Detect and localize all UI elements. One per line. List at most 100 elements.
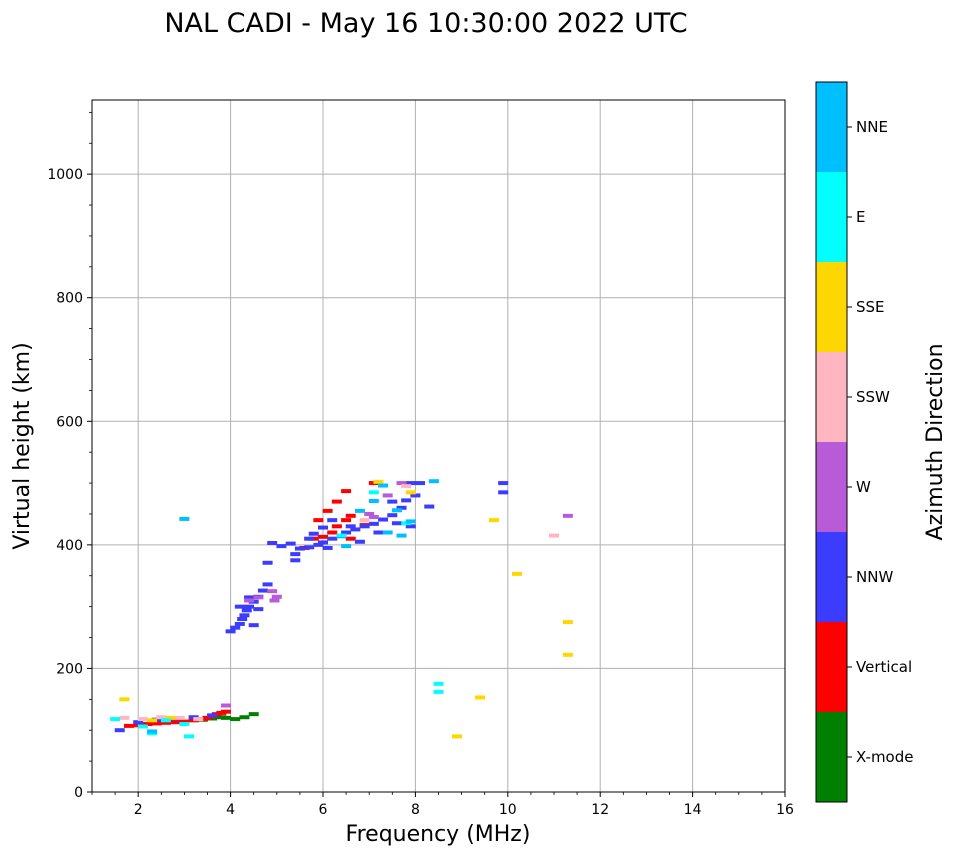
data-point — [119, 697, 130, 702]
data-point — [142, 722, 153, 727]
data-point — [331, 499, 342, 504]
y-tick-label: 1000 — [47, 167, 83, 183]
data-point — [179, 722, 190, 727]
data-point — [562, 513, 573, 518]
data-point — [114, 728, 125, 733]
colorbar-segment — [816, 82, 847, 172]
data-point — [133, 720, 144, 725]
data-point — [262, 560, 273, 565]
data-point — [322, 508, 333, 513]
data-point — [267, 541, 278, 546]
data-point — [387, 499, 398, 504]
data-point — [401, 498, 412, 503]
data-point — [313, 518, 324, 523]
colorbar-tick-label: NNE — [856, 118, 888, 136]
data-point — [428, 479, 439, 484]
x-tick-label: 2 — [134, 802, 143, 818]
data-point — [137, 717, 148, 722]
data-point — [110, 717, 121, 722]
data-point — [562, 620, 573, 625]
data-point — [253, 595, 264, 600]
data-point — [160, 720, 171, 725]
y-axis-label: Virtual height (km) — [10, 342, 35, 549]
data-point — [257, 588, 268, 593]
data-point — [396, 533, 407, 538]
data-point — [179, 516, 190, 521]
data-point — [151, 721, 162, 726]
y-tick-label: 200 — [56, 661, 83, 677]
data-point — [137, 724, 148, 729]
data-point — [327, 530, 338, 535]
grid-lines — [92, 100, 786, 793]
data-point — [294, 546, 305, 551]
data-point — [396, 505, 407, 510]
colorbar-tick-label: SSW — [856, 388, 890, 406]
plot-frame — [91, 99, 786, 793]
data-point — [304, 545, 315, 550]
colorbar-segment — [816, 352, 847, 442]
colorbar: X-mode Vertical NNW W SSW SSE E NNE — [816, 82, 913, 802]
data-point — [230, 625, 241, 630]
colorbar-tick-label: SSE — [856, 298, 885, 316]
data-point — [345, 524, 356, 529]
data-point — [318, 534, 328, 539]
data-point — [304, 536, 315, 541]
data-point — [230, 717, 241, 722]
y-tick-label: 400 — [56, 538, 83, 554]
data-point — [341, 530, 352, 535]
data-point — [415, 481, 426, 486]
data-point — [244, 595, 255, 600]
data-point — [368, 521, 379, 526]
x-axis-ticks: 2 4 6 8 10 12 14 16 — [91, 792, 794, 818]
data-point — [147, 729, 158, 734]
data-point — [405, 519, 416, 524]
data-point — [220, 715, 231, 720]
data-point — [391, 508, 402, 513]
data-point — [341, 489, 352, 494]
data-point — [405, 481, 416, 486]
data-point — [341, 518, 352, 523]
data-point — [391, 521, 402, 526]
data-point — [237, 617, 248, 621]
data-point — [331, 524, 342, 529]
data-point — [498, 490, 509, 495]
data-point — [207, 713, 218, 718]
data-point — [368, 490, 379, 495]
data-point — [165, 715, 176, 720]
data-point — [378, 517, 389, 522]
x-tick-label: 10 — [499, 802, 517, 818]
data-point — [220, 703, 231, 708]
x-tick-label: 4 — [226, 802, 235, 818]
data-point — [488, 518, 499, 523]
data-point — [285, 541, 296, 546]
data-point — [405, 490, 416, 495]
data-point — [562, 652, 573, 657]
data-point — [271, 594, 282, 599]
colorbar-segment — [816, 442, 847, 532]
data-point — [387, 513, 398, 518]
data-point — [170, 720, 181, 725]
data-point — [239, 613, 250, 618]
data-point — [269, 598, 280, 603]
data-point — [424, 504, 435, 509]
data-point — [345, 513, 356, 518]
data-point — [433, 689, 444, 694]
data-point — [234, 621, 245, 626]
data-point — [364, 511, 375, 516]
data-point — [327, 518, 338, 523]
x-tick-label: 16 — [776, 802, 794, 818]
colorbar-tick-label: W — [856, 478, 871, 496]
colorbar-segment — [816, 532, 847, 622]
data-point — [193, 717, 204, 722]
data-point — [512, 571, 523, 576]
x-tick-label: 6 — [319, 802, 328, 818]
data-point — [318, 525, 328, 530]
colorbar-label: Azimuth Direction — [923, 343, 948, 540]
data-point — [405, 524, 416, 529]
data-point — [345, 536, 356, 541]
data-point — [179, 719, 190, 724]
data-point — [308, 531, 319, 536]
data-point — [341, 544, 352, 549]
colorbar-segment — [816, 712, 847, 802]
